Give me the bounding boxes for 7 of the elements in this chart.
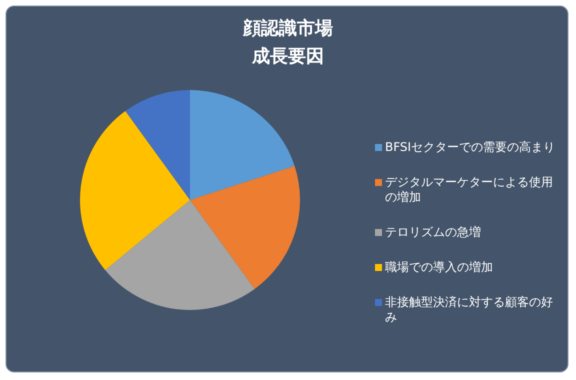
- chart-subtitle: 成長要因: [251, 46, 324, 67]
- chart-title: 顔認識市場: [242, 18, 333, 39]
- legend-label: BFSIセクターでの需要の高まり: [385, 140, 556, 154]
- legend-label: 職場での導入の増加: [385, 260, 493, 274]
- legend-label: 非接触型決済に対する顧客の好み: [385, 295, 553, 324]
- legend-label: デジタルマーケターによる使用の増加: [385, 175, 553, 204]
- legend-label: テロリズムの急増: [385, 225, 481, 239]
